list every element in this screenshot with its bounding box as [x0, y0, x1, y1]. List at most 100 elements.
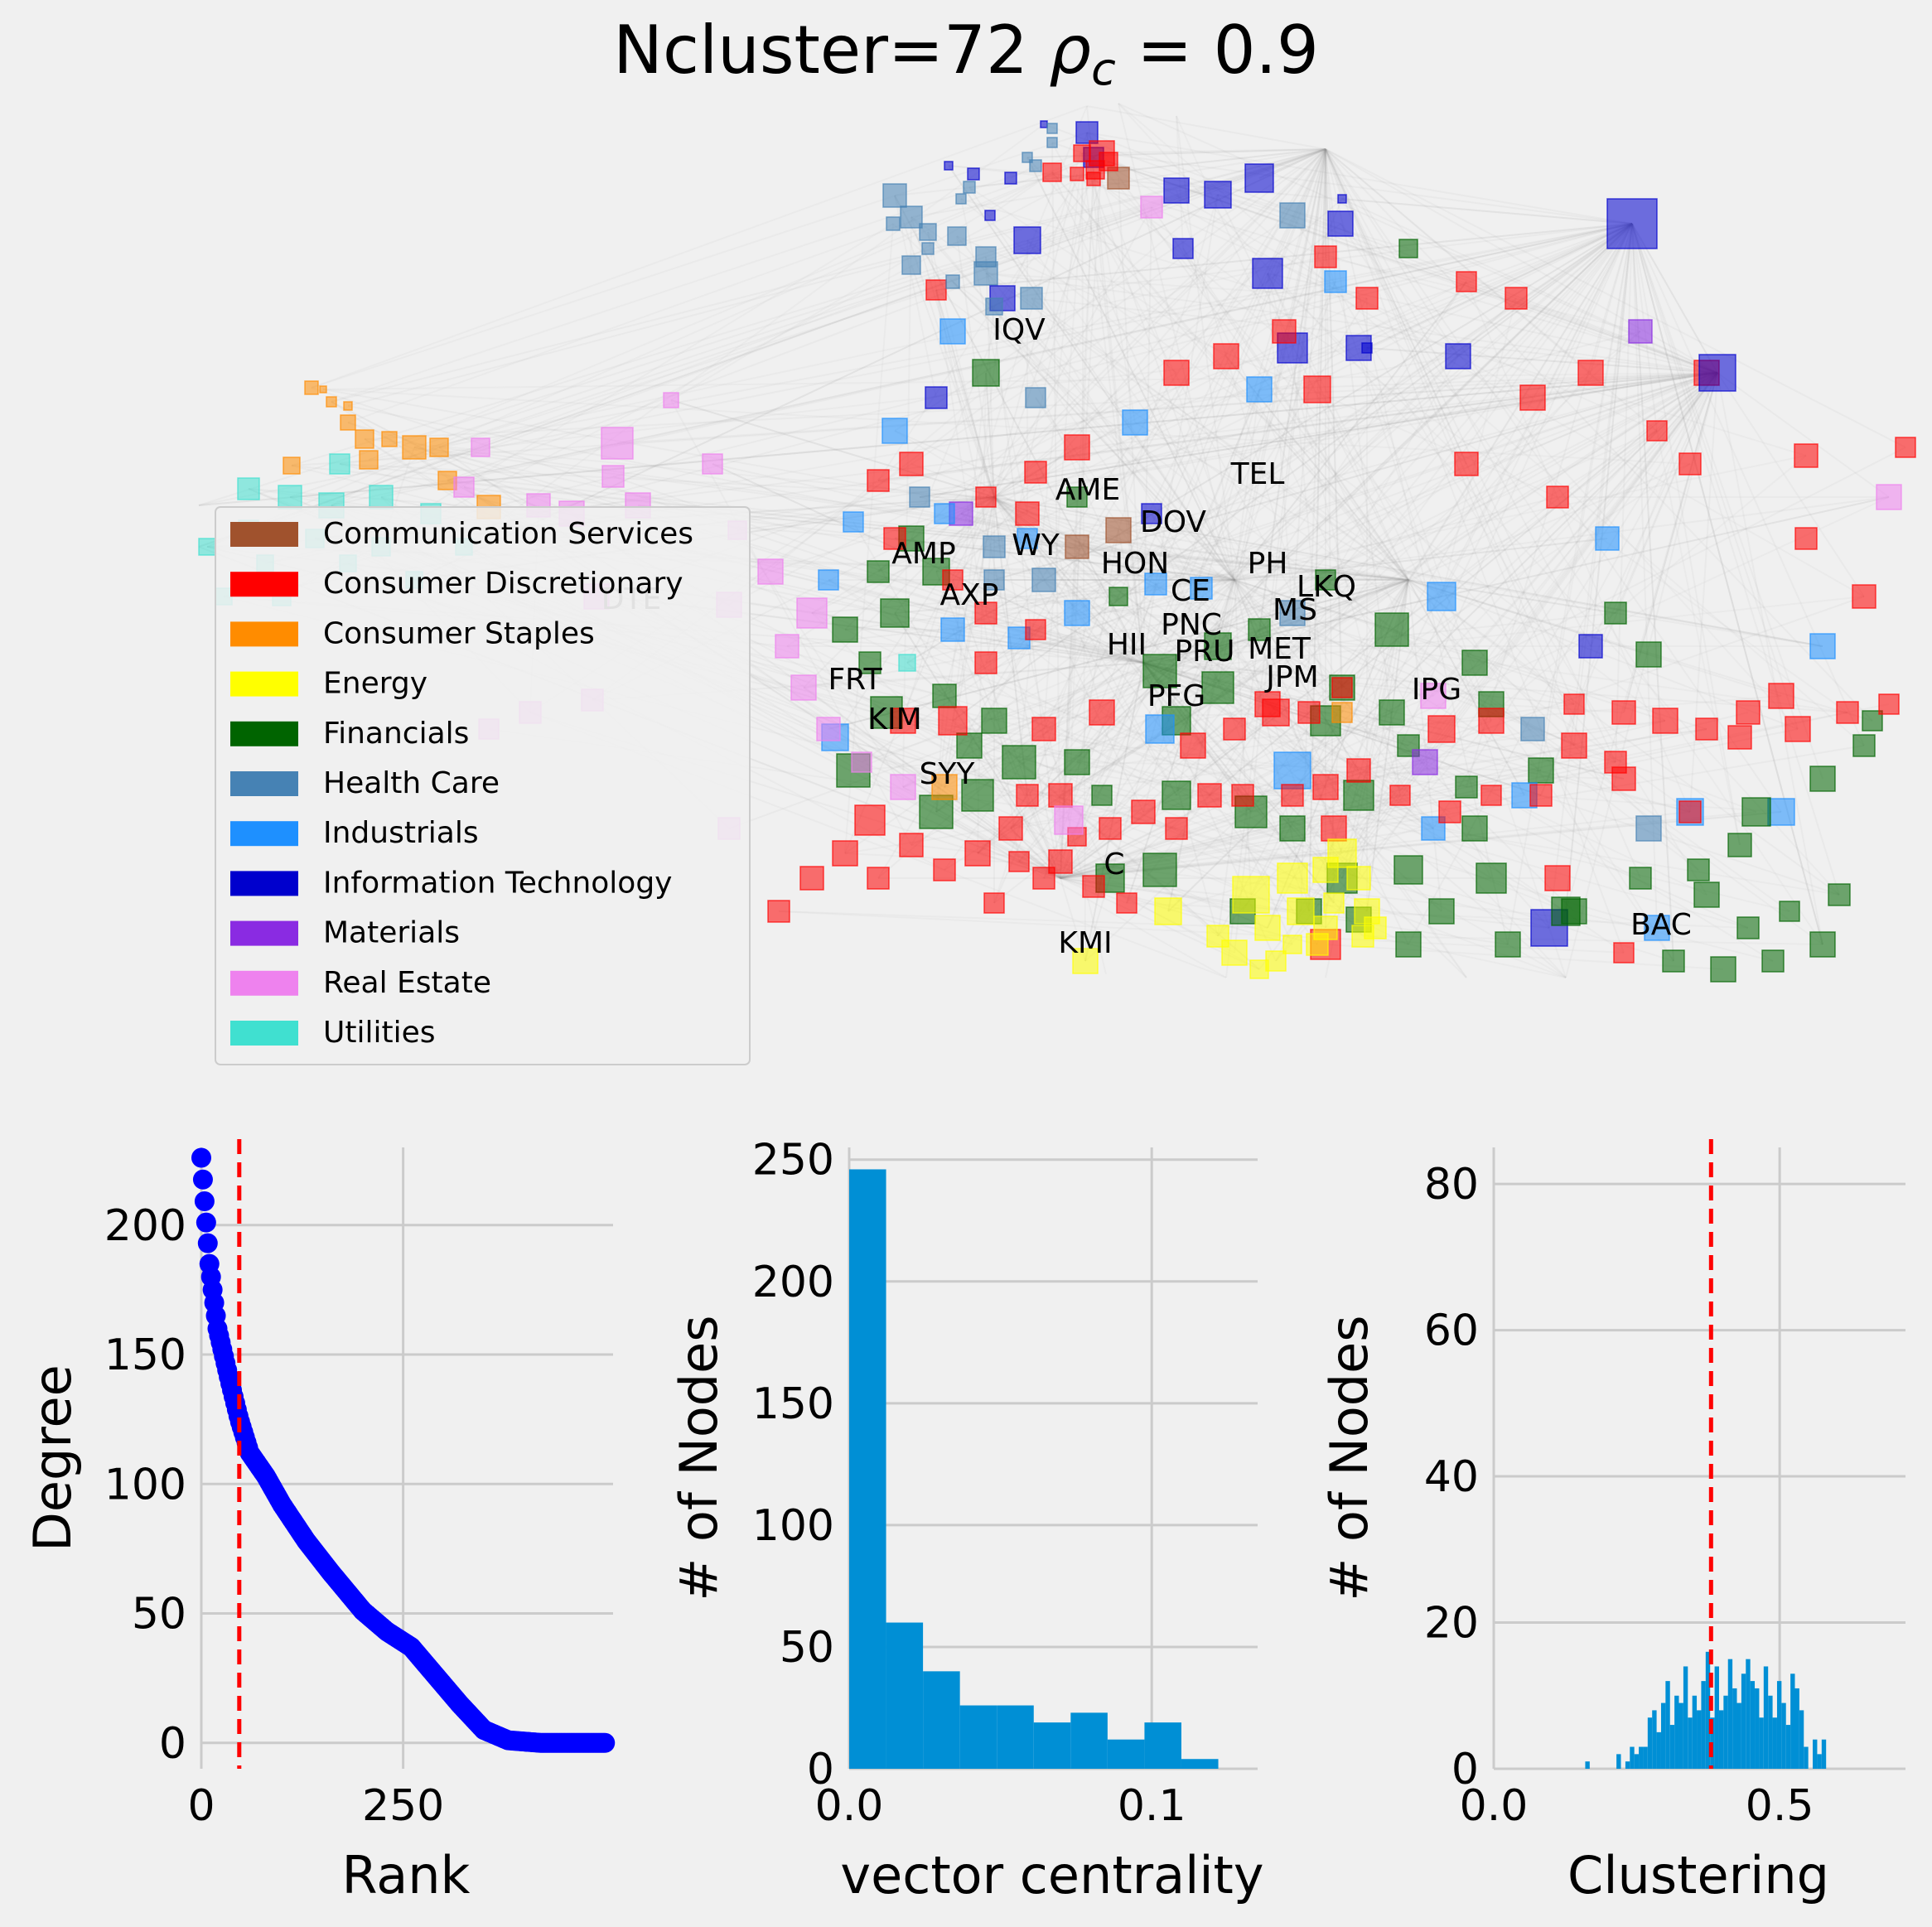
tick-label: 0.1	[1118, 1781, 1186, 1831]
network-edge	[993, 496, 1393, 713]
network-edge	[1159, 596, 1865, 672]
tick-label: 150	[752, 1379, 834, 1429]
network-edge	[1258, 223, 1633, 390]
network-edge	[1507, 223, 1633, 945]
histogram-bar	[1692, 1695, 1698, 1769]
network-edge	[322, 389, 1409, 581]
network-edge	[1031, 297, 1409, 581]
tick-label: 0.0	[815, 1781, 884, 1831]
network-edge	[1325, 148, 1906, 448]
network-node	[974, 601, 997, 625]
network-node	[1324, 270, 1347, 293]
network-node	[945, 274, 960, 289]
network-edge	[1366, 223, 1633, 349]
network-node	[975, 486, 997, 508]
network-edge	[910, 579, 1409, 846]
network-edge	[985, 372, 995, 498]
network-edge	[1060, 596, 1865, 879]
network-node	[881, 418, 908, 444]
network-node	[1561, 732, 1587, 759]
network-node	[1809, 765, 1836, 792]
network-node	[1809, 633, 1836, 659]
histogram-bar	[1785, 1725, 1791, 1769]
network-edge	[919, 372, 1718, 498]
network-node	[1652, 708, 1678, 734]
network-node	[1785, 716, 1811, 742]
network-edge	[828, 579, 1409, 730]
network-edge	[1142, 662, 1848, 713]
network-edge	[910, 538, 1310, 713]
network-node	[1695, 717, 1718, 741]
network-edge	[1292, 455, 1807, 879]
plot-area	[1494, 1147, 1905, 1769]
axis-label: # of Nodes	[669, 1315, 729, 1601]
network-edge	[993, 206, 1152, 498]
network-node	[931, 774, 958, 800]
network-edge	[1366, 347, 1718, 374]
network-node	[1478, 708, 1505, 734]
network-nodes	[198, 120, 1916, 983]
network-node	[1116, 892, 1137, 914]
histogram-bar	[1813, 1739, 1818, 1769]
network-edge	[927, 231, 1107, 975]
axis-label: vector centrality	[840, 1845, 1263, 1905]
network-node	[1213, 343, 1239, 369]
network-edge	[1366, 347, 1718, 374]
network-edge	[364, 438, 1152, 514]
network-node	[1327, 838, 1357, 868]
histogram-bar	[1070, 1712, 1108, 1769]
network-node	[1613, 942, 1635, 964]
network-edge	[1010, 223, 1633, 829]
network-edge	[1615, 223, 1633, 763]
histogram-bar	[849, 1169, 886, 1769]
network-node	[1040, 120, 1048, 128]
network-edge	[1076, 148, 1326, 763]
network-node	[1190, 577, 1213, 600]
network-node	[329, 453, 350, 475]
network-edge	[1060, 347, 1293, 862]
network-edge	[1292, 347, 1326, 722]
network-edge	[993, 372, 1718, 581]
network-node	[1736, 916, 1760, 939]
network-edge	[944, 148, 1326, 788]
network-edge	[1209, 372, 1718, 796]
network-edge	[438, 447, 1409, 581]
network-node	[1461, 815, 1488, 842]
network-edge	[311, 132, 1088, 389]
network-edge	[1341, 372, 1718, 854]
network-node	[1346, 758, 1371, 783]
node-label: MET	[1248, 632, 1311, 666]
degree-point	[194, 1191, 215, 1211]
legend-swatch	[230, 871, 298, 896]
network-edge	[989, 171, 1053, 216]
network-node	[1046, 137, 1058, 148]
network-node	[983, 535, 1006, 558]
network-node	[1895, 437, 1916, 458]
network-edge	[291, 372, 1718, 466]
network-edge	[1043, 148, 1326, 730]
network-node	[925, 386, 948, 409]
network-node	[1048, 783, 1073, 808]
network-node	[1165, 817, 1188, 840]
histogram-bar	[1656, 1731, 1661, 1769]
network-node	[867, 469, 890, 492]
network-edge	[985, 273, 1293, 945]
tick-label: 0	[807, 1745, 834, 1794]
network-node	[1303, 375, 1331, 403]
network-node	[963, 181, 976, 194]
node-label: FRT	[828, 663, 882, 697]
network-edge	[1010, 579, 1235, 829]
node-label: BAC	[1630, 908, 1692, 942]
network-node	[1519, 384, 1546, 411]
network-node	[1281, 784, 1304, 807]
network-edge	[910, 216, 1235, 581]
network-edge	[1084, 148, 1326, 962]
network-node	[1455, 775, 1478, 799]
network-edge	[463, 486, 1235, 581]
legend-label: Energy	[323, 667, 427, 701]
network-node	[1073, 144, 1091, 162]
network-edge	[894, 195, 1144, 664]
network-edge	[728, 194, 1219, 606]
network-node	[1852, 584, 1876, 609]
network-node	[1025, 619, 1046, 640]
